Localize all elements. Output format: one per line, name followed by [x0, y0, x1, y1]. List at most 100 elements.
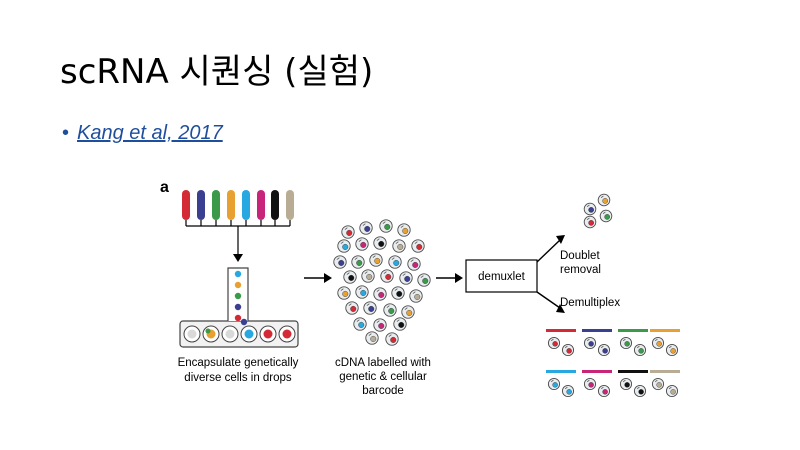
cell-barcode [654, 338, 658, 342]
cell-nucleus [364, 225, 371, 232]
cell [355, 285, 369, 299]
cell-nucleus [656, 382, 662, 388]
cell-nucleus [378, 322, 385, 329]
cell-barcode [391, 257, 395, 260]
cell [665, 343, 679, 357]
cell [363, 301, 377, 315]
sample-tube [257, 190, 265, 220]
cell [411, 239, 425, 253]
cell [651, 377, 665, 391]
cell [391, 286, 405, 300]
cell-barcode [354, 257, 358, 260]
cell-barcode [340, 288, 344, 291]
cell-nucleus [670, 348, 676, 354]
cell [373, 236, 387, 250]
cell [399, 271, 413, 285]
cell-nucleus [374, 257, 381, 264]
cell-nucleus [378, 291, 385, 298]
cell-barcode [550, 338, 554, 342]
cell-nucleus [404, 275, 411, 282]
cell-barcode [376, 238, 380, 241]
cell-barcode [358, 287, 362, 290]
cell [665, 384, 679, 398]
doublet-label-2: removal [560, 264, 601, 276]
group-bar [618, 329, 648, 332]
cell [373, 318, 387, 332]
cell-nucleus [416, 243, 423, 250]
bullet-marker: • [62, 122, 70, 144]
cell-nucleus [396, 290, 403, 297]
cell-barcode [654, 379, 658, 383]
cell-barcode [600, 345, 604, 349]
cell [369, 253, 383, 267]
cell-barcode [564, 345, 568, 349]
cell-nucleus [356, 259, 363, 266]
cell-nucleus [358, 321, 365, 328]
cell-nucleus [602, 389, 608, 395]
cell-nucleus [384, 223, 391, 230]
caption-encapsulate-1: Encapsulate genetically [178, 357, 299, 369]
cell [547, 336, 561, 350]
cell-nucleus [366, 273, 373, 280]
cell [353, 317, 367, 331]
group-bar [582, 370, 612, 373]
cell-nucleus [588, 341, 594, 347]
cell-nucleus [390, 336, 397, 343]
arrow-doublet [536, 239, 561, 263]
reference-link[interactable]: Kang et al, 2017 [77, 122, 223, 144]
caption-cdna-2: genetic & cellular [339, 371, 427, 383]
cell [379, 219, 393, 233]
cell-nucleus [370, 335, 377, 342]
cell-nucleus [602, 198, 608, 204]
cell-barcode [668, 386, 672, 390]
cell-nucleus [360, 241, 367, 248]
arrow-to-pool-head [324, 273, 332, 283]
arrow-doublet-head [556, 235, 565, 244]
cell-nucleus [566, 389, 572, 395]
cell [417, 273, 431, 287]
cell [561, 343, 575, 357]
cell [392, 239, 406, 253]
cell [380, 269, 394, 283]
cell [393, 317, 407, 331]
cell-barcode [376, 320, 380, 323]
doublet-label-1: Doublet [560, 250, 600, 262]
cell-nucleus [624, 382, 630, 388]
demultiplex-label: Demultiplex [560, 297, 620, 309]
cell-barcode [414, 241, 418, 244]
cell [388, 255, 402, 269]
cell-nucleus [670, 389, 676, 395]
cell-nucleus [350, 305, 357, 312]
cell [619, 336, 633, 350]
cell-barcode [383, 271, 387, 274]
cell-nucleus [566, 348, 572, 354]
cell-barcode [382, 221, 386, 224]
cell-barcode [586, 204, 590, 207]
channel-bead [240, 318, 248, 326]
sample-tubes [182, 190, 294, 220]
cell-nucleus [656, 341, 662, 347]
group-bar [546, 370, 576, 373]
group-bar [546, 329, 576, 332]
cell [355, 237, 369, 251]
cell-nucleus [402, 227, 409, 234]
arrow-demultiplex [536, 291, 561, 309]
sample-tube [242, 190, 250, 220]
cell-nucleus [414, 293, 421, 300]
cell [385, 332, 399, 346]
cell-barcode [404, 307, 408, 310]
group-bar [650, 329, 680, 332]
cell-barcode [366, 303, 370, 306]
cell [351, 255, 365, 269]
pooling-comb [185, 220, 291, 256]
cell-barcode [586, 379, 590, 383]
cdna-pool [333, 219, 431, 346]
cell-barcode [420, 275, 424, 278]
cell-nucleus [588, 207, 594, 213]
demuxlet-box [465, 259, 538, 293]
drop-bead [282, 329, 292, 339]
cell [651, 336, 665, 350]
cell-barcode [564, 386, 568, 390]
